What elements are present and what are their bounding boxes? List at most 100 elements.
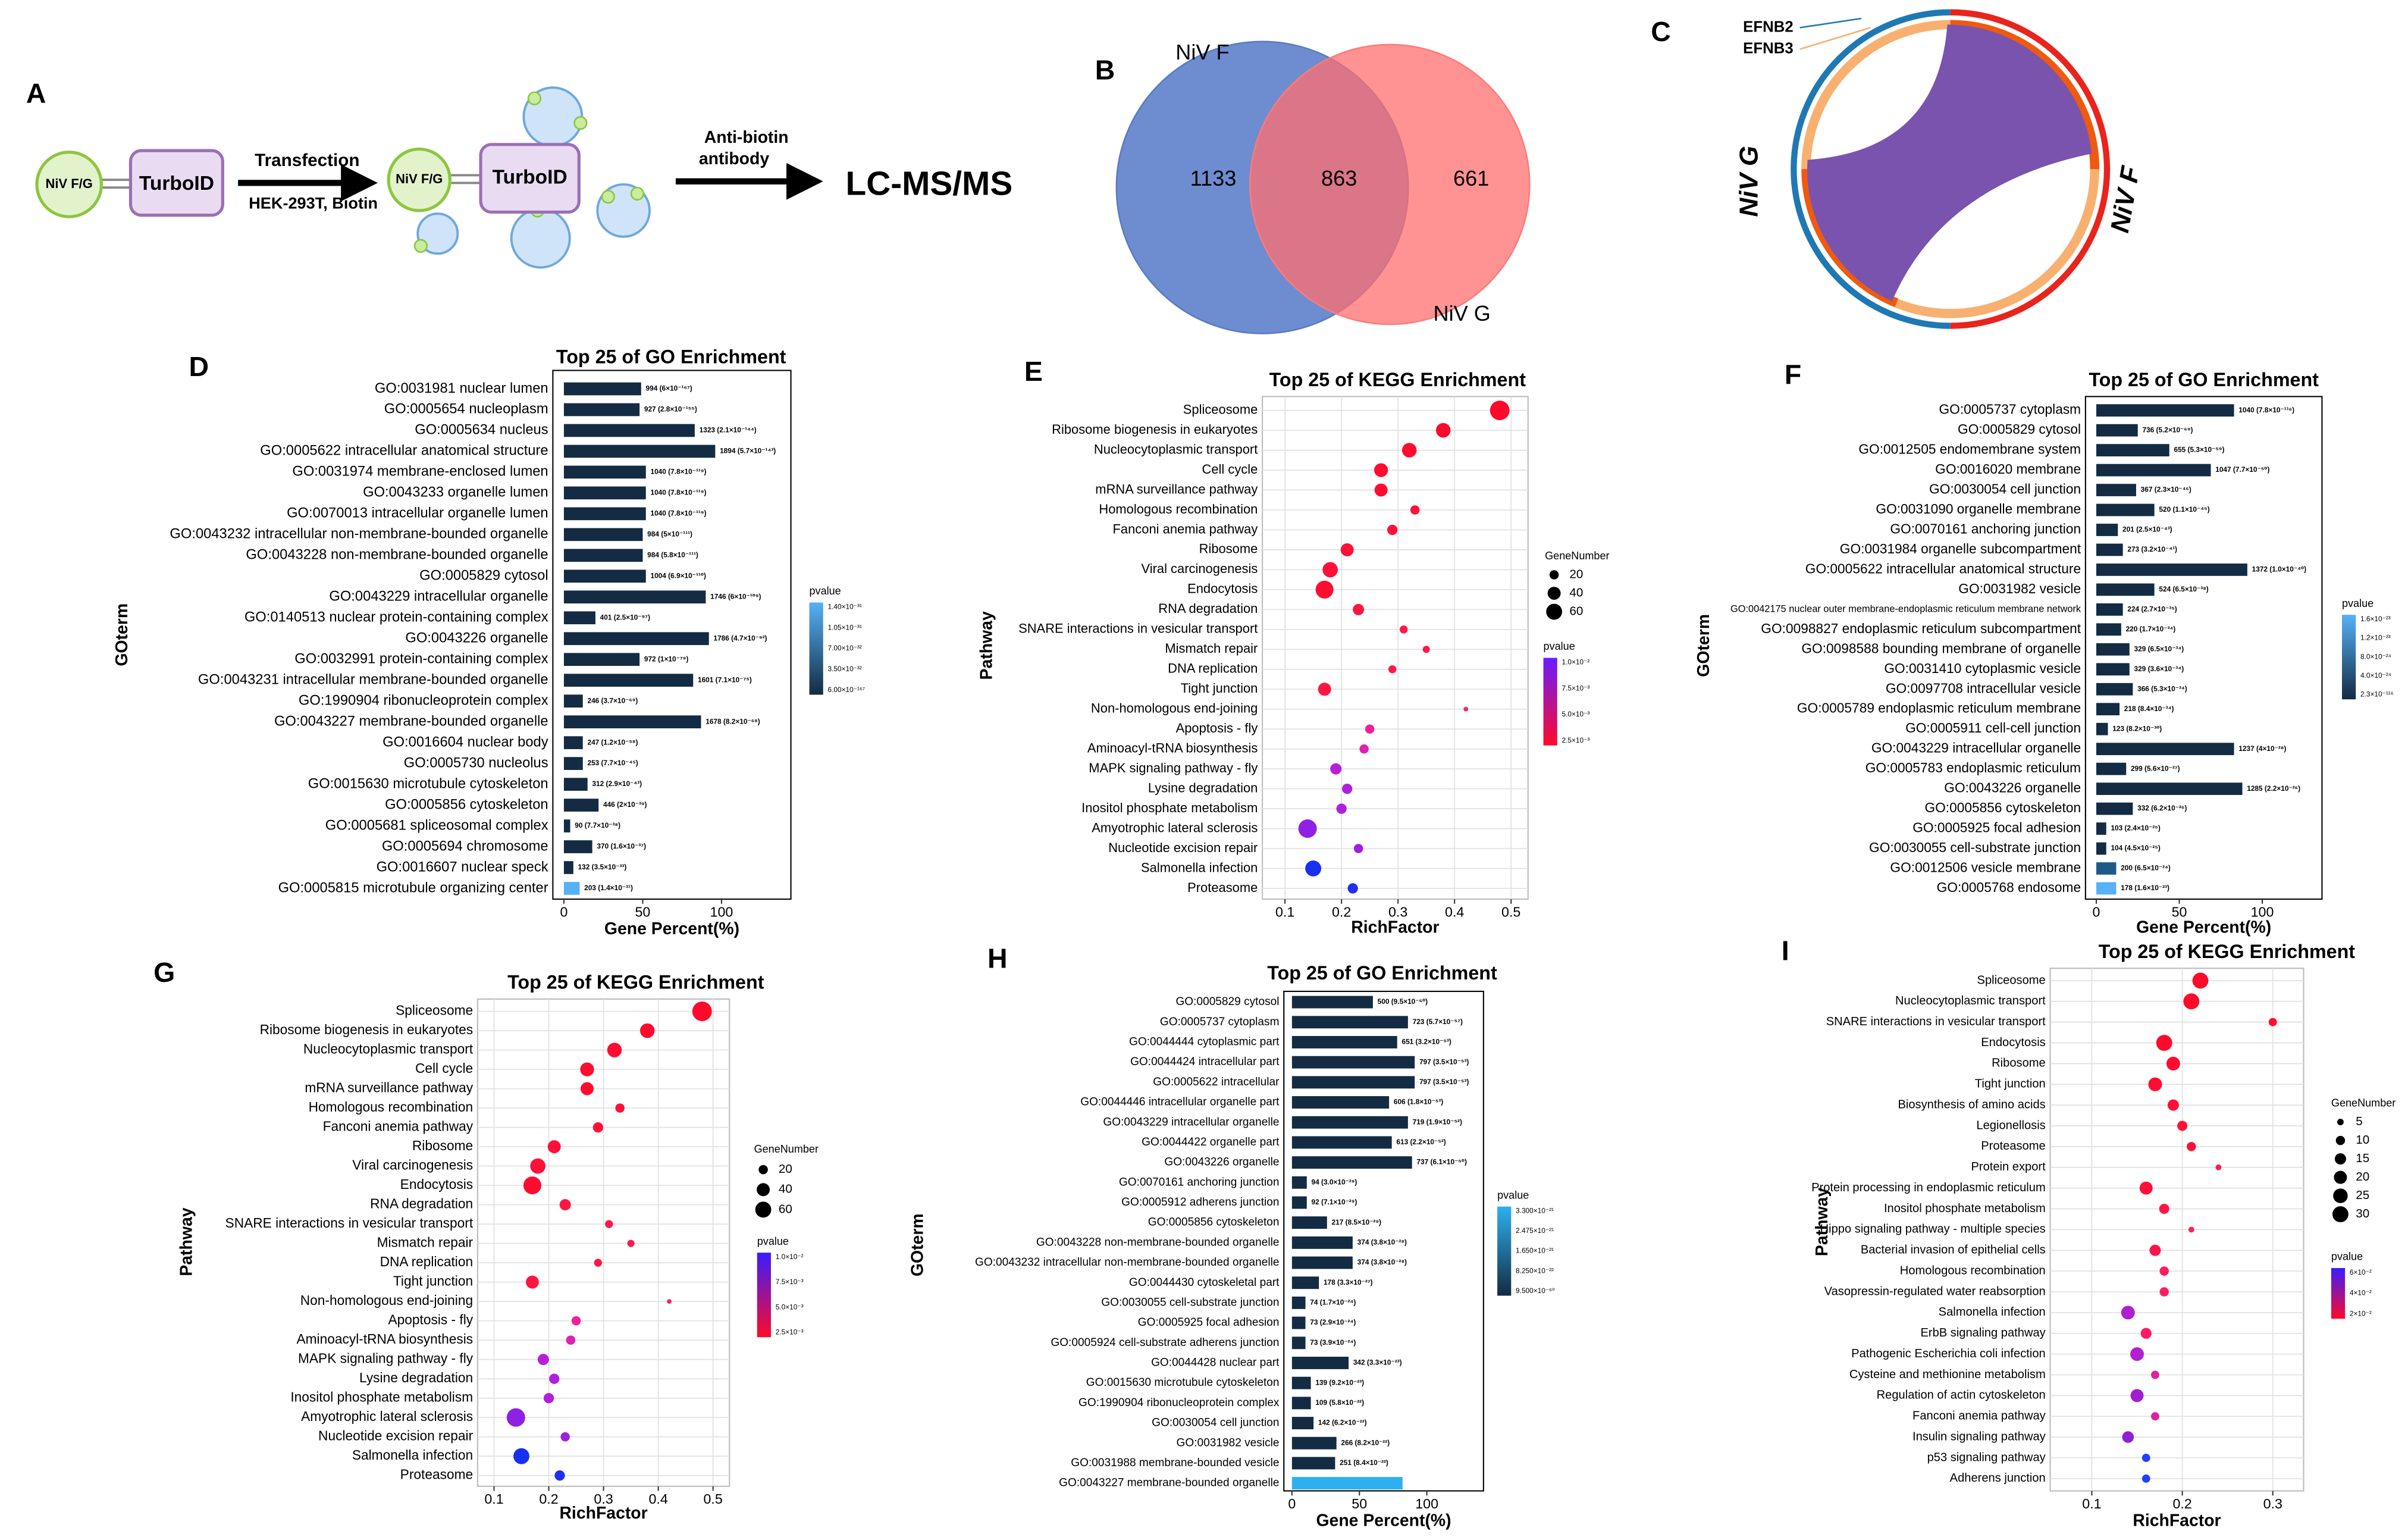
bar-label: 92 (7.1×10⁻²⁹) [1312, 1198, 1357, 1206]
category-label: SNARE interactions in vesicular transpor… [1018, 621, 1258, 636]
bar-label: 719 (1.9×10⁻⁵²) [1413, 1117, 1462, 1126]
bar-label: 984 (5.8×10⁻¹¹¹) [647, 550, 698, 559]
bubble [580, 1062, 594, 1076]
bubble [2140, 1328, 2152, 1339]
plot-area [1262, 396, 1529, 900]
bar [563, 653, 640, 666]
bait-label: NiV F/G [396, 171, 443, 186]
bar-label: 613 (2.2×10⁻⁵²) [1396, 1138, 1446, 1146]
bar [2096, 882, 2117, 895]
plot-area [2084, 396, 2323, 900]
x-tick-label: 100 [1415, 1496, 1438, 1511]
bar-label: 201 (2.5×10⁻⁴³) [2122, 525, 2172, 534]
category-label: GO:0140513 nuclear protein-containing co… [244, 609, 548, 625]
category-label: Legionellosis [1976, 1119, 2045, 1132]
panel-letter: B [1095, 55, 1115, 86]
x-axis-label: RichFactor [2133, 1511, 2221, 1530]
category-label: GO:0043227 membrane-bounded organelle [274, 713, 548, 729]
category-label: Tight junction [1975, 1078, 2046, 1091]
bubble [2121, 1306, 2135, 1320]
category-label: GO:0005654 nucleoplasm [384, 401, 548, 417]
bubble [1353, 844, 1363, 853]
bubble [2183, 993, 2200, 1010]
bar [1291, 1397, 1311, 1410]
bubble [537, 1354, 549, 1366]
colorbar-label: 1.0×10⁻² [776, 1253, 804, 1261]
y-axis-label: Pathway [177, 1207, 196, 1276]
bubble [525, 1275, 539, 1289]
bait-circle [35, 151, 103, 218]
bubble [1490, 400, 1510, 421]
bubble [554, 1470, 565, 1481]
category-label: GO:0005856 cytoskeleton [385, 796, 548, 812]
bar [563, 507, 646, 521]
category-label: GO:0043231 intracellular membrane-bounde… [198, 671, 548, 687]
bar [1291, 1276, 1319, 1289]
category-label: GO:0016607 nuclear speck [377, 859, 548, 875]
bubble [2149, 1244, 2161, 1256]
bar [2096, 762, 2127, 775]
bar-label: 1004 (6.9×10⁻¹¹⁰) [650, 571, 706, 580]
bubble [566, 1335, 576, 1345]
category-label: GO:0016604 nuclear body [382, 734, 548, 750]
category-label: GO:0098827 endoplasmic reticulum subcomp… [1761, 621, 2081, 636]
workflow-panel: A NiV F/G TurboID Transfection HEK-293T,… [26, 77, 1012, 269]
category-label: GO:0005634 nucleus [415, 422, 548, 438]
biotin-dot [413, 239, 428, 253]
bar-label: 1372 (1.0×10⁻⁴⁰) [2252, 565, 2307, 574]
chord-ribbon [1807, 24, 2092, 302]
bar [563, 549, 643, 562]
category-label: GO:0030054 cell junction [1929, 481, 2081, 497]
colorbar-label: 5.0×10⁻³ [776, 1303, 804, 1311]
category-label: GO:0031982 vesicle [1958, 581, 2081, 596]
category-label: Ribosome [1199, 541, 1258, 556]
bubble [2142, 1474, 2150, 1483]
category-label: GO:0005694 chromosome [382, 838, 548, 854]
colorbar-title: pvalue [2342, 597, 2373, 609]
category-label: Proteasome [400, 1467, 473, 1482]
chart-panel: I Top 25 of KEGG Enrichment Pathway RichFac… [1782, 935, 2396, 1530]
category-label: GO:0005912 adherens junction [1121, 1196, 1279, 1209]
category-label: GO:0016020 membrane [1935, 461, 2081, 477]
bar-label: 797 (3.5×10⁻⁵³) [1419, 1057, 1469, 1066]
bar-label: 224 (2.7×10⁻³⁵) [2127, 605, 2177, 613]
category-label: GO:0005829 cytosol [1175, 996, 1279, 1008]
x-tick-label: 0.4 [1445, 904, 1464, 919]
colorbar [1497, 1206, 1512, 1296]
bar-label: 342 (3.3×10⁻²³) [1353, 1358, 1402, 1367]
x-tick-label: 0 [560, 904, 567, 919]
bar-label: 374 (3.8×10⁻²⁸) [1357, 1238, 1407, 1246]
category-label: GO:0043229 intracellular organelle [329, 588, 548, 605]
bar-label: 73 (3.9×10⁻²⁴) [1310, 1338, 1356, 1347]
colorbar-label: 2.475×10⁻²¹ [1516, 1226, 1554, 1235]
colorbar-label: 1.6×10⁻²³ [2360, 615, 2391, 623]
category-label: Pathogenic Escherichia coli infection [1851, 1347, 2046, 1360]
colorbar-label: 2×10⁻² [2350, 1310, 2372, 1318]
colorbar-label: 4.0×10⁻²⁴ [2360, 671, 2391, 680]
biotin-dot [573, 116, 588, 130]
panel-letter: D [189, 351, 209, 382]
bubble [592, 1122, 604, 1133]
bar-label: 1323 (2.1×10⁻¹⁴⁴) [700, 426, 757, 434]
category-label: GO:0005737 cytoplasm [1939, 402, 2081, 417]
category-label: RNA degradation [370, 1196, 473, 1212]
x-tick-label: 0.2 [539, 1491, 558, 1507]
colorbar-label: 7.00×10⁻³² [828, 644, 862, 652]
protein-bubble [416, 212, 459, 255]
bar-label: 374 (3.8×10⁻²⁸) [1357, 1258, 1407, 1266]
category-label: Bacterial invasion of epithelial cells [1861, 1244, 2046, 1257]
category-label: p53 signaling pathway [1927, 1451, 2046, 1464]
bar [1291, 1176, 1307, 1189]
bar [563, 632, 709, 646]
category-label: SNARE interactions in vesicular transpor… [1826, 1015, 2046, 1028]
bar [563, 799, 599, 812]
bar-label: 367 (2.3×10⁻⁴⁶) [2141, 486, 2191, 494]
category-label: Endocytosis [400, 1176, 473, 1192]
colorbar-label: 6.00×10⁻¹⁶⁷ [828, 685, 866, 694]
leader [1799, 27, 1871, 50]
bar-label: 500 (9.5×10⁻⁶⁰) [1378, 997, 1428, 1006]
bar-label: 251 (8.4×10⁻²²) [1340, 1458, 1388, 1467]
bar-label: 142 (6.2×10⁻²²) [1318, 1419, 1367, 1427]
plot-area [552, 370, 792, 900]
